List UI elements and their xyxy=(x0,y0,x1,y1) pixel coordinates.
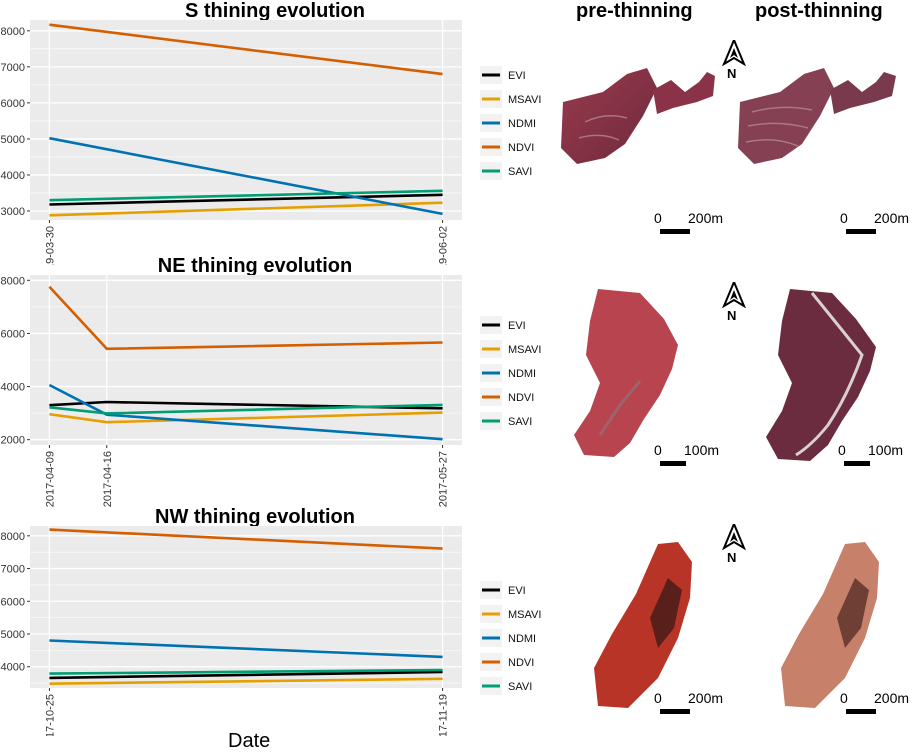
map-pre-thinning-nw xyxy=(594,542,692,708)
scalebar-post-ne: 0 100m xyxy=(838,442,913,472)
line-chart-nw: 4000 5000 6000 7000 8000 2017-10-25 2017-11-19… xyxy=(1,526,541,736)
legend-label-ndvi: NDVI xyxy=(508,392,534,404)
scalebar-pre-s: 0 200m xyxy=(654,210,744,240)
map-pre-thinning-ne xyxy=(574,289,678,457)
north-arrow-s: N xyxy=(721,37,747,81)
north-label: N xyxy=(727,550,737,565)
x-tick-label: 2017-05-27 xyxy=(438,451,450,507)
y-tick-label: 4000 xyxy=(1,662,25,674)
north-arrow-icon xyxy=(721,37,747,67)
line-chart-ne: 2000 4000 6000 8000 2017-04-09 2017-04-16 2017… xyxy=(1,275,541,507)
legend-label-ndvi: NDVI xyxy=(508,657,534,669)
scalebar-zero: 0 xyxy=(840,210,848,226)
y-tick-label: 5000 xyxy=(1,629,25,641)
scalebar-zero: 0 xyxy=(654,442,662,458)
legend-label-ndvi: NDVI xyxy=(508,142,534,154)
legend-label-evi: EVI xyxy=(508,320,526,332)
plot-panel xyxy=(30,526,462,688)
series-line-evi xyxy=(49,193,443,206)
series-line-savi xyxy=(49,668,443,675)
series-line-evi xyxy=(49,670,443,680)
scalebar-zero: 0 xyxy=(838,442,846,458)
scalebar-zero: 0 xyxy=(654,690,662,706)
scalebar-post-s: 0 200m xyxy=(840,210,913,240)
x-tick-label: 2017-11-19 xyxy=(438,694,450,736)
x-axis-label: Date xyxy=(228,730,271,752)
x-tick-label: 2017-10-25 xyxy=(44,694,56,736)
column-title-pre: pre-thinning xyxy=(576,0,693,22)
legend-label-savi: SAVI xyxy=(508,681,532,693)
y-tick-label: 3000 xyxy=(1,206,25,218)
legend-label-msavi: MSAVI xyxy=(508,94,541,106)
legend-label-ndmi: NDMI xyxy=(508,368,536,380)
series-line-ndvi xyxy=(49,528,443,550)
series-line-evi xyxy=(49,400,443,410)
north-label: N xyxy=(727,308,737,323)
series-line-msavi xyxy=(49,411,443,424)
legend-label-savi: SAVI xyxy=(508,166,532,178)
legend-label-ndmi: NDMI xyxy=(508,118,536,130)
x-tick-label: 2019-03-30 xyxy=(44,226,56,265)
map-post-thinning-nw xyxy=(781,542,879,708)
scalebar-label: 200m xyxy=(688,210,724,226)
series-line-ndmi xyxy=(49,136,443,216)
scalebar-label: 200m xyxy=(874,210,910,226)
plot-title-ne: NE thining evolution xyxy=(157,255,353,277)
y-tick-label: 2000 xyxy=(1,435,25,447)
series-line-msavi xyxy=(49,677,443,685)
legend-label-evi: EVI xyxy=(508,70,526,82)
y-tick-label: 7000 xyxy=(1,62,25,74)
plot-title-nw: NW thining evolution xyxy=(155,506,355,528)
line-chart-s: 3000 4000 5000 6000 7000 8000 2019-03-30 2019-0… xyxy=(1,20,541,265)
map-pre-thinning-s xyxy=(561,68,715,164)
legend-label-msavi: MSAVI xyxy=(508,344,541,356)
legend-label-ndmi: NDMI xyxy=(508,633,536,645)
north-arrow-ne: N xyxy=(721,279,747,323)
series-line-ndmi xyxy=(49,639,443,659)
scalebar-pre-nw: 0 200m xyxy=(654,690,744,720)
y-tick-label: 6000 xyxy=(1,328,25,340)
scalebar-label: 100m xyxy=(684,442,720,458)
north-label: N xyxy=(727,66,737,81)
legend-label-savi: SAVI xyxy=(508,416,532,428)
scalebar-label: 200m xyxy=(874,690,910,706)
map-post-thinning-s xyxy=(738,68,896,164)
scalebar-post-nw: 0 200m xyxy=(840,690,913,720)
y-tick-label: 5000 xyxy=(1,134,25,146)
column-title-post: post-thinning xyxy=(755,0,883,22)
series-line-savi xyxy=(49,189,443,202)
legend-label-evi: EVI xyxy=(508,585,526,597)
scalebar-label: 100m xyxy=(868,442,904,458)
scalebar-pre-ne: 0 100m xyxy=(654,442,744,472)
x-tick-label: 2019-06-02 xyxy=(438,226,450,265)
y-tick-label: 4000 xyxy=(1,170,25,182)
x-tick-label: 2017-04-16 xyxy=(102,451,114,507)
x-tick-label: 2017-04-09 xyxy=(44,451,56,507)
y-tick-label: 6000 xyxy=(1,98,25,110)
scalebar-zero: 0 xyxy=(840,690,848,706)
north-arrow-icon xyxy=(721,521,747,551)
plot-panel xyxy=(30,20,462,220)
north-arrow-nw: N xyxy=(721,521,747,565)
plot-title-s: S thining evolution xyxy=(185,0,365,22)
y-tick-label: 8000 xyxy=(1,531,25,543)
north-arrow-icon xyxy=(721,279,747,309)
series-line-ndvi xyxy=(49,23,443,76)
y-tick-label: 4000 xyxy=(1,382,25,394)
scalebar-label: 200m xyxy=(688,690,724,706)
y-tick-label: 8000 xyxy=(1,26,25,38)
legend-label-msavi: MSAVI xyxy=(508,609,541,621)
map-post-thinning-ne xyxy=(766,289,876,461)
series-line-savi xyxy=(49,403,443,415)
y-tick-label: 6000 xyxy=(1,596,25,608)
y-tick-label: 8000 xyxy=(1,275,25,287)
scalebar-zero: 0 xyxy=(654,210,662,226)
series-line-msavi xyxy=(49,201,443,217)
series-line-ndvi xyxy=(48,285,443,351)
y-tick-label: 7000 xyxy=(1,564,25,576)
